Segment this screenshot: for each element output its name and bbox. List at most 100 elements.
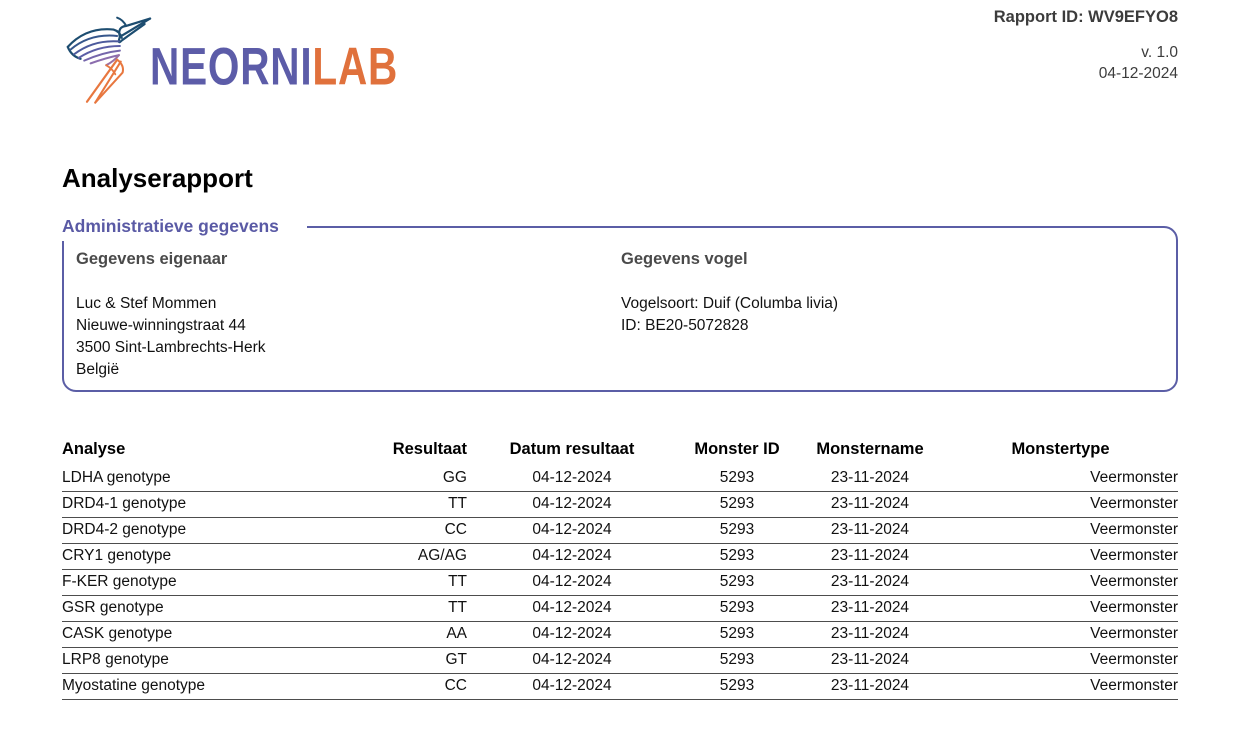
column-header-monstername: Monstername bbox=[816, 440, 924, 458]
table-row: LRP8 genotype GT 04-12-2024 5293 23-11-2024 V… bbox=[62, 647, 1178, 674]
table-cell: AA bbox=[362, 621, 467, 648]
table-cell: Veermonster bbox=[943, 517, 1178, 544]
results-table-body: LDHA genotype GG 04-12-2024 5293 23-11-2024 V… bbox=[62, 466, 1178, 700]
logo-wordmark: NEORNILAB bbox=[150, 36, 398, 97]
table-row: CASK genotype AA 04-12-2024 5293 23-11-2024 V… bbox=[62, 621, 1178, 648]
table-cell: CC bbox=[362, 517, 467, 544]
table-cell: Veermonster bbox=[943, 543, 1178, 570]
table-cell: F-KER genotype bbox=[62, 569, 362, 596]
column-header-monstertype: Monstertype bbox=[1011, 440, 1110, 458]
bird-info: Vogelsoort: Duif (Columba livia) ID: BE2… bbox=[621, 293, 1176, 337]
table-cell: 04-12-2024 bbox=[467, 543, 677, 570]
table-cell: 23-11-2024 bbox=[797, 595, 943, 622]
table-header-row: Analyse Resultaat Datum resultaat Monste… bbox=[62, 438, 1178, 466]
column-header-datum-resultaat: Datum resultaat bbox=[509, 440, 635, 458]
table-cell: 23-11-2024 bbox=[797, 517, 943, 544]
table-cell: 23-11-2024 bbox=[797, 673, 943, 700]
table-cell: CRY1 genotype bbox=[62, 543, 362, 570]
table-cell: TT bbox=[362, 595, 467, 622]
table-cell: 23-11-2024 bbox=[797, 543, 943, 570]
owner-details: Gegevens eigenaar Luc & Stef Mommen Nieu… bbox=[76, 248, 621, 390]
table-cell: 5293 bbox=[677, 517, 797, 544]
table-cell: 04-12-2024 bbox=[467, 595, 677, 622]
table-cell: 23-11-2024 bbox=[797, 491, 943, 518]
table-cell: 23-11-2024 bbox=[797, 466, 943, 492]
admin-section: Administratieve gegevens Gegevens eigena… bbox=[62, 215, 1178, 392]
report-version: v. 1.0 bbox=[1141, 44, 1178, 61]
table-cell: 5293 bbox=[677, 595, 797, 622]
table-cell: DRD4-2 genotype bbox=[62, 517, 362, 544]
table-cell: GSR genotype bbox=[62, 595, 362, 622]
logo-text-lab: LAB bbox=[312, 36, 399, 97]
report-meta: Rapport ID: WV9EFYO8 v. 1.0 04-12-2024 bbox=[994, 6, 1178, 84]
table-cell: TT bbox=[362, 491, 467, 518]
table-cell: Veermonster bbox=[943, 569, 1178, 596]
logo-text-neorni: NEORNI bbox=[150, 36, 313, 97]
owner-details-heading: Gegevens eigenaar bbox=[76, 250, 228, 268]
table-cell: 5293 bbox=[677, 466, 797, 492]
neornilab-logo: NEORNILAB bbox=[62, 14, 468, 115]
table-cell: GT bbox=[362, 647, 467, 674]
table-row: GSR genotype TT 04-12-2024 5293 23-11-2024 Ve… bbox=[62, 595, 1178, 622]
table-cell: 04-12-2024 bbox=[467, 621, 677, 648]
table-cell: Veermonster bbox=[943, 595, 1178, 622]
results-table: Analyse Resultaat Datum resultaat Monste… bbox=[62, 438, 1178, 700]
column-header-analyse: Analyse bbox=[62, 440, 126, 458]
results-section: Analyse Resultaat Datum resultaat Monste… bbox=[62, 438, 1178, 700]
page-title: Analyserapport bbox=[62, 163, 253, 193]
bird-details: Gegevens vogel Vogelsoort: Duif (Columba… bbox=[621, 248, 1176, 390]
table-cell: Veermonster bbox=[943, 673, 1178, 700]
owner-country: België bbox=[76, 361, 120, 378]
table-cell: TT bbox=[362, 569, 467, 596]
table-row: F-KER genotype TT 04-12-2024 5293 23-11-2024… bbox=[62, 569, 1178, 596]
table-cell: 23-11-2024 bbox=[797, 621, 943, 648]
table-cell: 5293 bbox=[677, 647, 797, 674]
table-cell: Veermonster bbox=[943, 647, 1178, 674]
page-header: NEORNILAB Rapport ID: WV9EFYO8 v. 1.0 04… bbox=[62, 0, 1178, 115]
table-cell: 04-12-2024 bbox=[467, 466, 677, 492]
table-cell: 04-12-2024 bbox=[467, 673, 677, 700]
report-date: 04-12-2024 bbox=[1098, 65, 1178, 82]
table-cell: GG bbox=[362, 466, 467, 492]
table-row: DRD4-2 genotype CC 04-12-2024 5293 23-11-202… bbox=[62, 517, 1178, 544]
table-cell: LRP8 genotype bbox=[62, 647, 362, 674]
table-row: CRY1 genotype AG/AG 04-12-2024 5293 23-11-20… bbox=[62, 543, 1178, 570]
table-row: LDHA genotype GG 04-12-2024 5293 23-11-2024 V… bbox=[62, 466, 1178, 492]
column-header-monster-id: Monster ID bbox=[694, 440, 780, 458]
table-cell: 04-12-2024 bbox=[467, 491, 677, 518]
admin-box: Gegevens eigenaar Luc & Stef Mommen Nieu… bbox=[62, 226, 1178, 392]
table-cell: Veermonster bbox=[943, 621, 1178, 648]
table-cell: CC bbox=[362, 673, 467, 700]
table-cell: LDHA genotype bbox=[62, 466, 362, 492]
owner-address: Luc & Stef Mommen Nieuwe-winningstraat 4… bbox=[76, 293, 621, 381]
table-cell: DRD4-1 genotype bbox=[62, 491, 362, 518]
table-cell: 04-12-2024 bbox=[467, 517, 677, 544]
bird-details-heading: Gegevens vogel bbox=[621, 250, 748, 268]
table-cell: Veermonster bbox=[943, 491, 1178, 518]
table-cell: Veermonster bbox=[943, 466, 1178, 492]
table-cell: 04-12-2024 bbox=[467, 569, 677, 596]
bird-species: Vogelsoort: Duif (Columba livia) bbox=[621, 295, 839, 312]
table-cell: AG/AG bbox=[362, 543, 467, 570]
table-cell: 5293 bbox=[677, 673, 797, 700]
table-cell: 23-11-2024 bbox=[797, 569, 943, 596]
table-cell: 5293 bbox=[677, 543, 797, 570]
table-cell: 23-11-2024 bbox=[797, 647, 943, 674]
table-cell: 04-12-2024 bbox=[467, 647, 677, 674]
hummingbird-logo-icon bbox=[62, 14, 154, 115]
table-cell: 5293 bbox=[677, 569, 797, 596]
column-header-resultaat: Resultaat bbox=[392, 440, 467, 458]
table-row: Myostatine genotype CC 04-12-2024 5293 23-11… bbox=[62, 673, 1178, 700]
bird-ring-id: ID: BE20-5072828 bbox=[621, 317, 749, 334]
report-id: Rapport ID: WV9EFYO8 bbox=[993, 8, 1178, 26]
table-cell: 5293 bbox=[677, 621, 797, 648]
admin-section-heading: Administratieve gegevens bbox=[62, 215, 307, 241]
owner-city: 3500 Sint-Lambrechts-Herk bbox=[76, 339, 266, 356]
table-cell: CASK genotype bbox=[62, 621, 362, 648]
owner-street: Nieuwe-winningstraat 44 bbox=[76, 317, 246, 334]
table-cell: Myostatine genotype bbox=[62, 673, 362, 700]
owner-name: Luc & Stef Mommen bbox=[76, 295, 217, 312]
table-row: DRD4-1 genotype TT 04-12-2024 5293 23-11-202… bbox=[62, 491, 1178, 518]
table-cell: 5293 bbox=[677, 491, 797, 518]
